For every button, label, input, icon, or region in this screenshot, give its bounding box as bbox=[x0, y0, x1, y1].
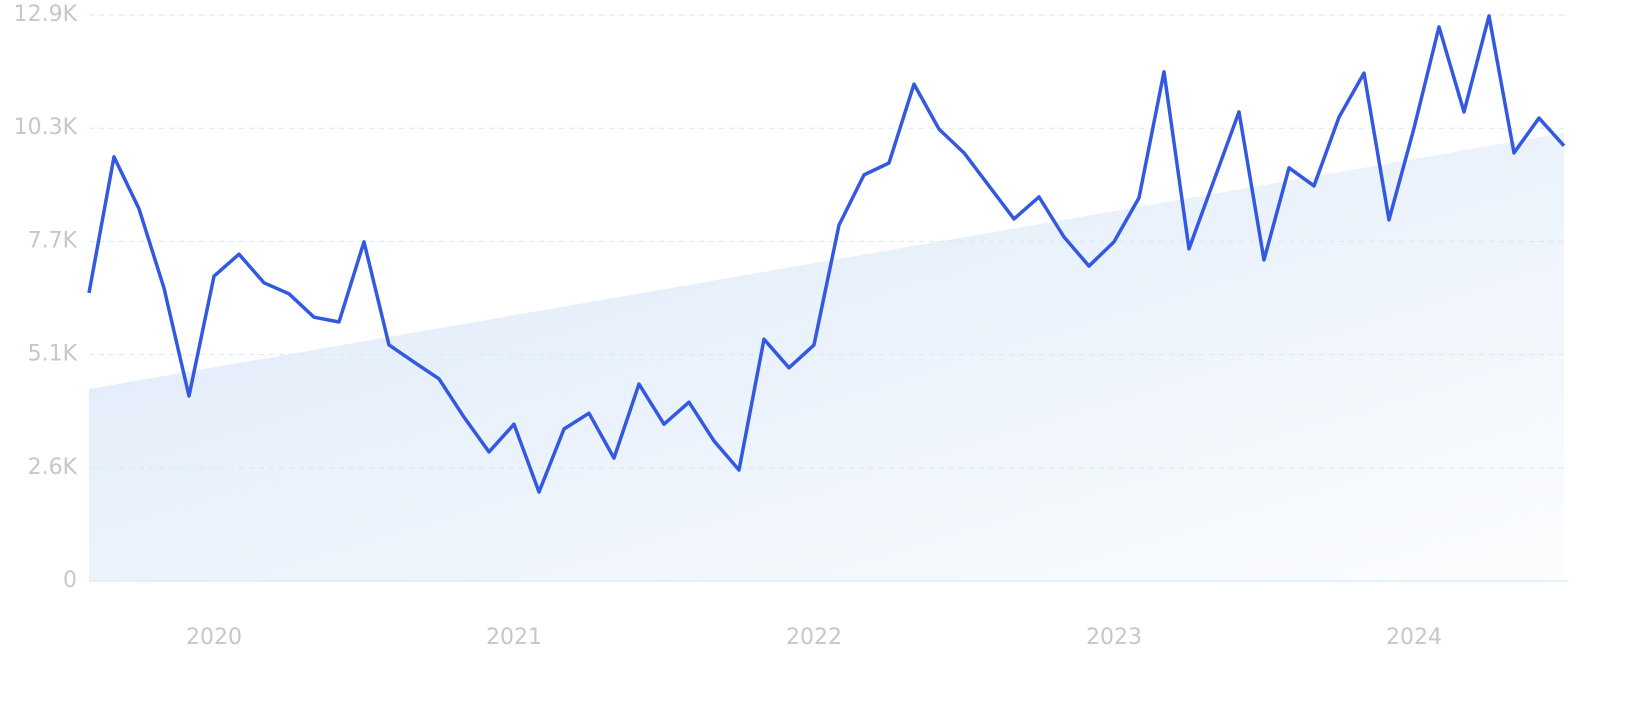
y-tick-label: 7.7K bbox=[28, 228, 78, 253]
x-tick-label: 2021 bbox=[486, 625, 542, 650]
x-tick-label: 2024 bbox=[1386, 625, 1442, 650]
x-tick-label: 2020 bbox=[186, 625, 242, 650]
data-line bbox=[87, 14, 1566, 494]
y-tick-label: 0 bbox=[63, 568, 77, 593]
x-tick-label: 2022 bbox=[786, 625, 842, 650]
y-tick-label: 2.6K bbox=[28, 455, 78, 480]
y-tick-label: 10.3K bbox=[14, 115, 78, 140]
trend-area bbox=[89, 133, 1564, 581]
x-tick-label: 2023 bbox=[1086, 625, 1142, 650]
y-tick-label: 5.1K bbox=[28, 342, 78, 367]
y-tick-label: 12.9K bbox=[14, 2, 78, 27]
